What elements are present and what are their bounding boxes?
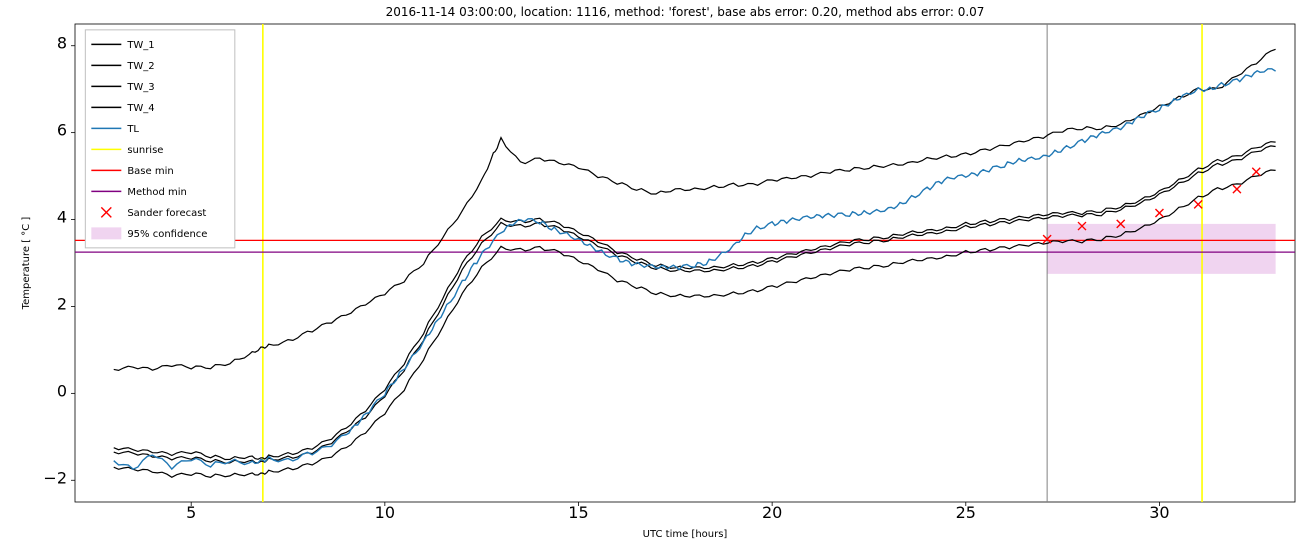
ytick-label: 2 xyxy=(57,294,67,313)
ytick-label: 8 xyxy=(57,34,67,53)
ytick-label: 0 xyxy=(57,381,67,400)
xtick-label: 30 xyxy=(1149,503,1169,522)
xtick-label: 5 xyxy=(186,503,196,522)
legend: TW_1 TW_2 TW_3 TW_4 TL sunrise Base min Method … xyxy=(85,30,235,248)
legend-item-label: TW_2 xyxy=(126,61,154,72)
legend-item-label: TW_3 xyxy=(126,82,154,93)
xtick-label: 15 xyxy=(568,503,588,522)
ytick-label: 4 xyxy=(57,208,67,227)
xtick-label: 25 xyxy=(956,503,976,522)
legend-item-label: TL xyxy=(126,124,139,135)
legend-item-label: Sander forecast xyxy=(127,208,206,219)
legend-item-label: sunrise xyxy=(127,145,163,156)
legend-item-label: Base min xyxy=(127,166,173,177)
xtick-label: 10 xyxy=(375,503,395,522)
xtick-label: 20 xyxy=(762,503,782,522)
chart-title: 2016-11-14 03:00:00, location: 1116, met… xyxy=(386,5,985,19)
legend-item-label: Method min xyxy=(127,187,187,198)
x-axis-label: UTC time [hours] xyxy=(643,529,728,540)
legend-item-label: TW_1 xyxy=(126,40,154,51)
confidence-band xyxy=(1047,224,1276,274)
ytick-label: 6 xyxy=(57,121,67,140)
y-axis-label: Temperature [ °C ] xyxy=(21,217,32,311)
chart-svg: 5 10 15 20 25 30 −2 0 2 4 6 8 UTC time [hours] Temper… xyxy=(0,0,1313,547)
chart-container: 5 10 15 20 25 30 −2 0 2 4 6 8 UTC time [hours] Temper… xyxy=(0,0,1313,547)
ytick-label: −2 xyxy=(43,468,67,487)
legend-item-label: TW_4 xyxy=(126,103,154,114)
legend-item-label: 95% confidence xyxy=(127,229,207,240)
